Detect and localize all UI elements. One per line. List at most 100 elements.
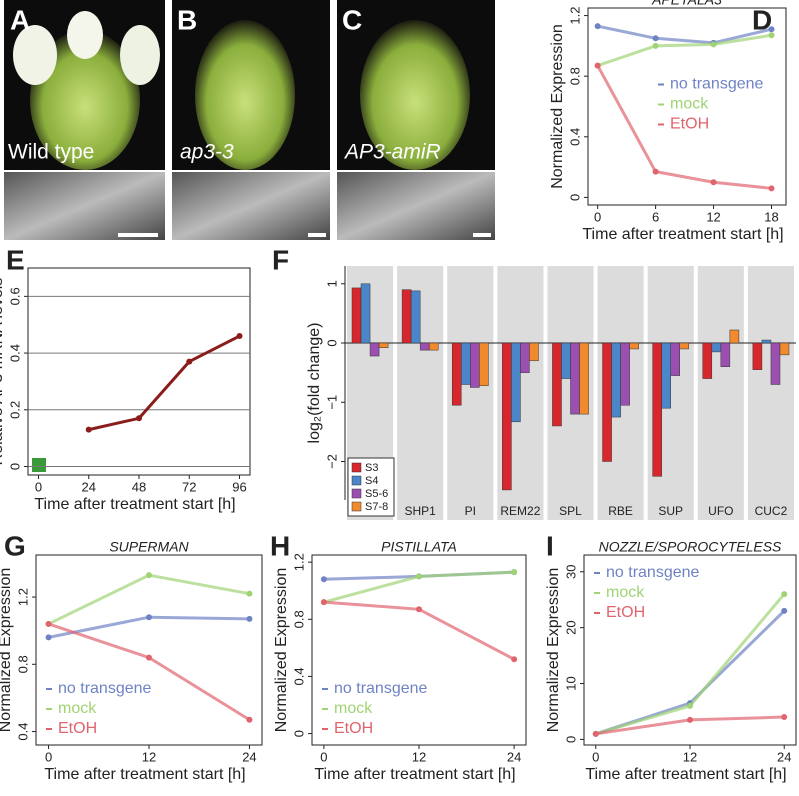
data-point xyxy=(511,656,518,663)
y-tick-label: 1 xyxy=(324,280,339,287)
bar xyxy=(470,342,480,388)
y-axis-label: Normalized Expression xyxy=(273,568,290,733)
data-point xyxy=(416,573,422,580)
legend-label: S7-8 xyxy=(365,501,388,513)
x-tick-label: 0 xyxy=(594,209,601,224)
data-point xyxy=(768,185,775,192)
bar xyxy=(711,342,722,353)
x-axis-label: Time after treatment start [h] xyxy=(582,226,783,243)
data-point xyxy=(236,333,243,340)
legend-label: mock xyxy=(670,96,709,113)
bar xyxy=(410,290,421,344)
y-axis-label: Normalized Expression xyxy=(549,24,566,189)
x-tick-label: SUP xyxy=(658,504,683,518)
bar xyxy=(779,342,790,356)
legend-label: S4 xyxy=(365,475,378,487)
bar xyxy=(552,342,562,427)
y-axis-label: Relative AP3 mRNA levels xyxy=(0,278,6,466)
photo-caption: Wild type xyxy=(8,141,94,164)
data-point xyxy=(768,26,775,33)
legend-label: EtOH xyxy=(606,604,645,621)
data-point xyxy=(592,730,599,737)
y-tick-label: 0.4 xyxy=(7,344,22,362)
bar xyxy=(502,342,512,491)
y-axis-label: Normalized Expression xyxy=(545,568,562,733)
series-line xyxy=(596,64,772,190)
panel-label: A xyxy=(10,4,30,35)
data-point xyxy=(246,590,253,597)
y-tick-label: 0 xyxy=(567,194,582,201)
data-point xyxy=(652,35,659,42)
legend-label: no transgene xyxy=(334,680,428,697)
x-tick-label: 12 xyxy=(142,749,156,764)
data-point xyxy=(146,614,152,621)
bar xyxy=(419,342,430,351)
panel-label: D xyxy=(752,4,772,35)
data-point xyxy=(146,654,152,661)
x-tick-label: 0 xyxy=(592,749,599,764)
series-line xyxy=(597,33,772,68)
bar xyxy=(679,342,690,350)
legend-label: mock xyxy=(58,700,97,717)
data-point xyxy=(416,606,422,613)
y-tick-label: 0 xyxy=(7,463,22,470)
y-tick-label: 0.4 xyxy=(15,723,30,741)
bar xyxy=(529,342,539,362)
photo-c xyxy=(337,0,495,240)
y-tick-label: 0.4 xyxy=(567,128,582,146)
bar xyxy=(451,342,462,406)
x-tick-label: 0 xyxy=(320,749,327,764)
y-tick-label: 1.2 xyxy=(291,553,306,571)
y-tick-label: 20 xyxy=(563,620,578,634)
y-tick-label: 0.2 xyxy=(7,401,22,419)
y-tick-label: 0.8 xyxy=(291,610,306,628)
bar xyxy=(652,342,662,477)
bar xyxy=(770,342,781,385)
x-tick-label: 18 xyxy=(764,209,778,224)
category-background xyxy=(697,266,744,520)
data-point xyxy=(652,168,659,175)
bar xyxy=(670,342,681,376)
photo-b xyxy=(172,0,330,240)
x-axis-label: Time after treatment start [h] xyxy=(34,496,235,513)
legend-swatch xyxy=(351,475,362,486)
x-tick-label: 12 xyxy=(412,749,426,764)
series-line xyxy=(597,24,772,45)
plot-frame xyxy=(27,267,251,476)
y-tick-label: 0 xyxy=(291,730,306,737)
photo-a xyxy=(4,0,165,240)
y-tick-label: −1 xyxy=(324,395,339,410)
data-point xyxy=(246,716,253,723)
legend-label: S5-6 xyxy=(365,488,388,500)
bar xyxy=(360,283,371,344)
photo-caption: ap3-3 xyxy=(180,141,234,164)
bar xyxy=(479,342,489,386)
data-point xyxy=(710,41,717,48)
bar xyxy=(520,342,530,373)
y-tick-label: 0 xyxy=(563,736,578,743)
bar xyxy=(620,342,630,406)
x-tick-label: CUC2 xyxy=(755,504,788,518)
bar xyxy=(611,342,621,418)
x-tick-label: PI xyxy=(465,504,476,518)
y-tick-label: −2 xyxy=(324,454,339,469)
x-tick-label: 24 xyxy=(82,479,96,494)
legend-label: no transgene xyxy=(58,680,152,697)
panel-label: I xyxy=(546,530,554,561)
chart-title: NOZZLE/SPOROCYTELESS xyxy=(599,539,782,555)
data-point xyxy=(781,607,788,614)
data-point xyxy=(768,32,775,39)
y-tick-label: 1.2 xyxy=(567,7,582,25)
x-tick-label: RBE xyxy=(608,504,633,518)
x-tick-label: 72 xyxy=(182,479,196,494)
chart-title: APETALA3 xyxy=(651,0,722,8)
panel-label: E xyxy=(6,244,25,275)
y-tick-label: 0.6 xyxy=(7,287,22,305)
legend-label: no transgene xyxy=(670,76,764,93)
y-tick-label: 10 xyxy=(563,676,578,690)
panel-label: G xyxy=(4,530,26,561)
panel-label: F xyxy=(272,244,289,275)
bar xyxy=(561,342,571,379)
x-tick-label: 12 xyxy=(683,749,697,764)
x-tick-label: 6 xyxy=(652,209,659,224)
